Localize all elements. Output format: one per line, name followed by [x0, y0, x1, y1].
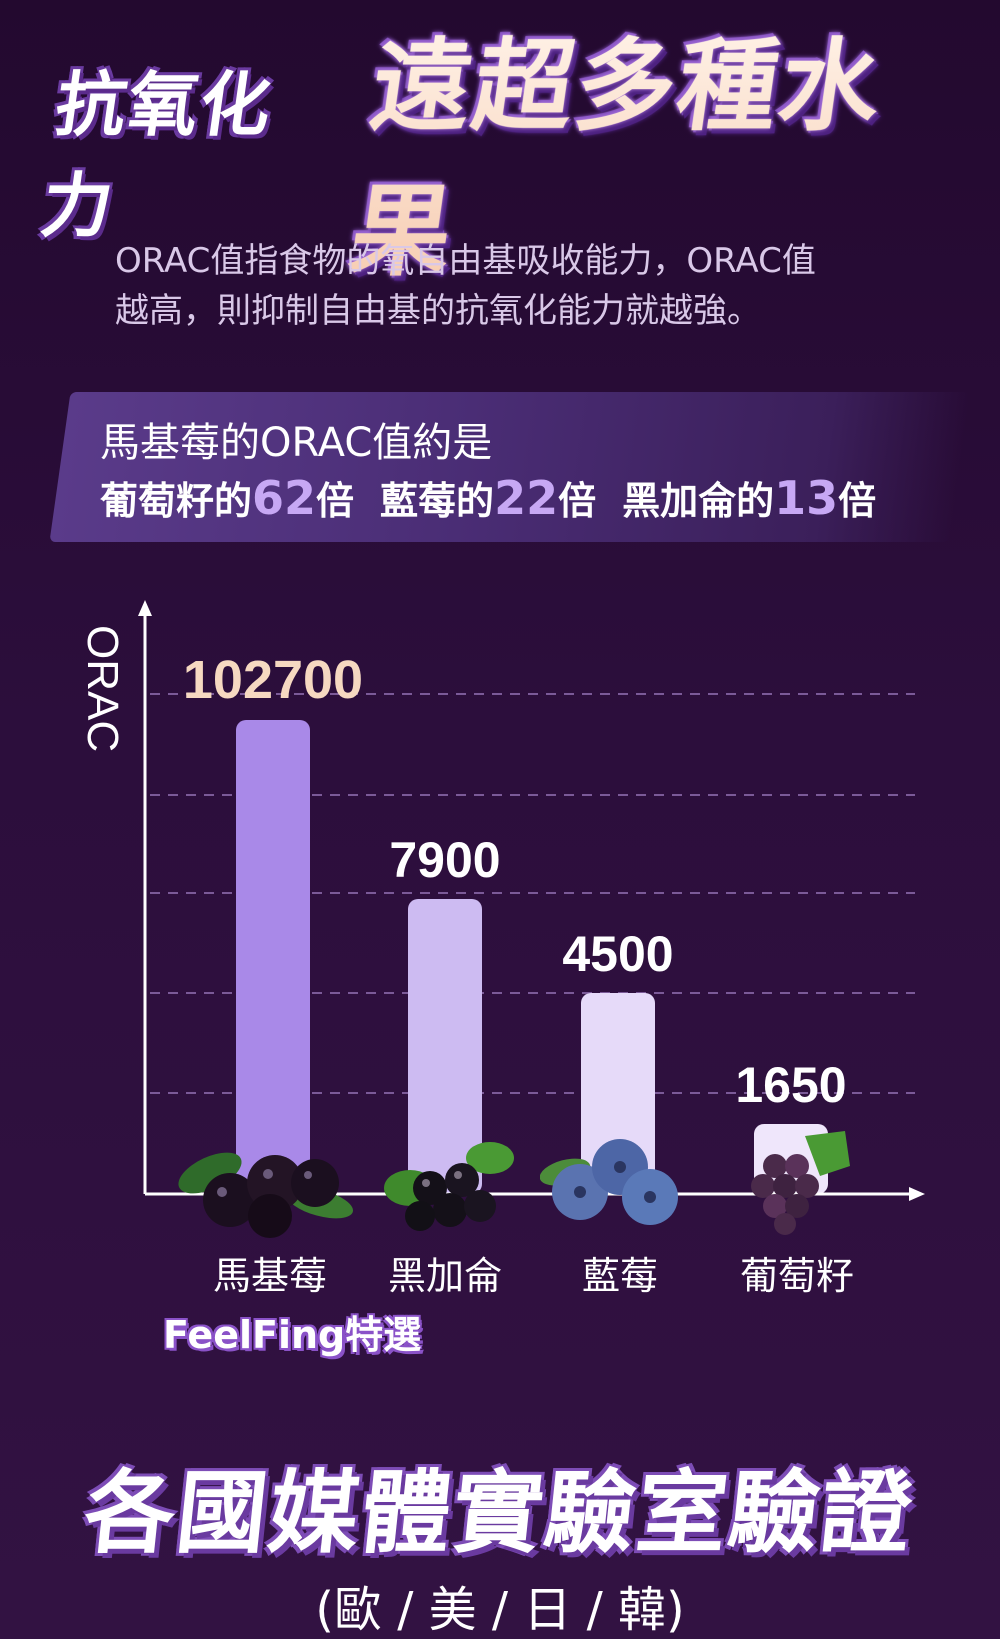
callout-item-suffix: 倍 [838, 479, 877, 523]
bars [236, 720, 828, 1194]
category-label-blueberry: 藍莓 [581, 1254, 658, 1298]
callout-item-prefix: 藍莓的 [380, 479, 495, 523]
callout-item-prefix: 葡萄籽的 [100, 479, 253, 523]
value-label-1: 7900 [389, 832, 500, 888]
callout-heading: 馬基莓的ORAC值約是 [100, 420, 493, 466]
value-labels: 102700 7900 4500 1650 [183, 650, 847, 1113]
feelfing-badge: FeelFing特選 [163, 1313, 422, 1357]
category-label-blackcurrant: 黑加侖 [387, 1254, 502, 1298]
y-axis-arrow-icon [138, 600, 152, 616]
intro-line-2: 越高，則抑制自由基的抗氧化能力就越強。 [115, 291, 761, 331]
grape-seed-icon [751, 1131, 850, 1235]
intro-text: ORAC值指食物的氧自由基吸收能力，ORAC值 越高，則抑制自由基的抗氧化能力就… [115, 236, 915, 336]
maqui-berry-icon [178, 1152, 354, 1238]
value-label-0: 102700 [183, 650, 363, 710]
blackcurrant-icon [384, 1142, 514, 1231]
bottom-title: 各國媒體實驗室驗證 [79, 1461, 919, 1566]
value-label-2: 4500 [562, 926, 673, 982]
category-label-grape-seed: 葡萄籽 [739, 1254, 854, 1298]
bar-2 [581, 993, 655, 1194]
value-label-3: 1650 [735, 1057, 846, 1113]
x-axis-arrow-icon [909, 1187, 925, 1201]
callout-item-prefix: 黑加侖的 [622, 479, 775, 523]
blueberry-icon [540, 1139, 678, 1225]
callout-item-multiple: 62 [252, 471, 317, 525]
category-label-maqui: 馬基莓 [212, 1254, 327, 1298]
callout-item-multiple: 13 [774, 471, 839, 525]
bar-0 [236, 720, 310, 1194]
callout-multiples: 葡萄籽的62倍 藍莓的22倍 黑加侖的13倍 [100, 470, 876, 525]
callout-item-multiple: 22 [494, 471, 559, 525]
intro-line-1: ORAC值指食物的氧自由基吸收能力，ORAC值 [115, 241, 816, 281]
callout-item-suffix: 倍 [316, 479, 355, 523]
y-axis-label: ORAC [78, 625, 127, 752]
bottom-subtitle: (歐 / 美 / 日 / 韓) [315, 1582, 685, 1638]
callout-item-suffix: 倍 [558, 479, 597, 523]
bar-1 [408, 899, 482, 1194]
